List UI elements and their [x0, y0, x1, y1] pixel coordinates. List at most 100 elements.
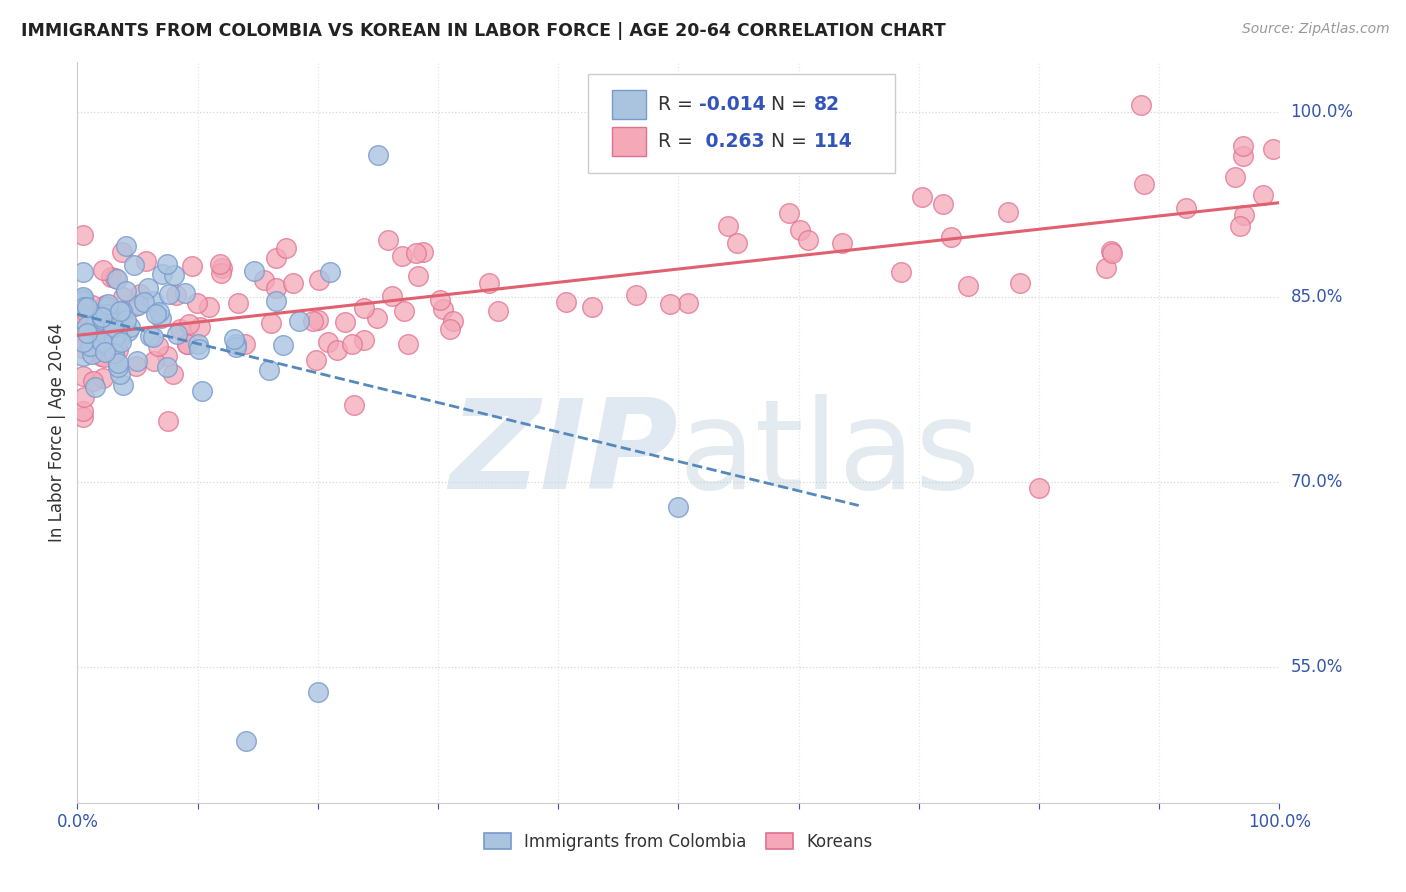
Point [367, 148, 389, 162]
Point [1229, 219, 1251, 233]
Point [676, 295, 699, 310]
Point [789, 223, 811, 237]
Point [148, 339, 170, 353]
Point [93, 263, 115, 277]
Point [177, 318, 200, 332]
Point [281, 277, 304, 291]
Point [76, 318, 98, 333]
Point [72, 290, 94, 304]
Point [668, 500, 690, 514]
Point [717, 219, 740, 234]
Point [125, 359, 148, 374]
Point [105, 326, 128, 341]
Point [110, 367, 132, 381]
Point [1028, 481, 1050, 495]
Point [122, 258, 145, 272]
Point [1099, 244, 1122, 258]
Point [412, 244, 434, 259]
Point [112, 290, 135, 304]
Point [276, 241, 298, 255]
Point [169, 322, 191, 336]
Point [115, 284, 138, 298]
Point [1263, 142, 1285, 156]
Point [796, 233, 818, 247]
Point [94, 307, 117, 321]
Point [156, 359, 179, 374]
Point [91, 311, 114, 326]
Point [89, 324, 111, 338]
Point [104, 313, 127, 327]
Point [176, 337, 198, 351]
Point [392, 304, 415, 318]
Point [155, 349, 177, 363]
Point [72, 349, 94, 363]
Point [316, 334, 339, 349]
Point [174, 286, 197, 301]
Point [235, 734, 257, 748]
Point [997, 205, 1019, 219]
Point [105, 272, 128, 286]
Point [778, 206, 800, 220]
Point [198, 300, 221, 314]
Point [108, 334, 131, 348]
Point [209, 266, 232, 280]
Point [890, 265, 912, 279]
Point [1174, 201, 1197, 215]
Point [318, 265, 340, 279]
Point [76, 326, 98, 341]
Text: 55.0%: 55.0% [1291, 658, 1343, 676]
Point [73, 308, 96, 322]
Point [478, 277, 501, 291]
Point [93, 319, 115, 334]
Point [72, 341, 94, 355]
Point [156, 414, 179, 428]
Point [135, 254, 157, 268]
Point [150, 268, 173, 282]
Point [112, 378, 135, 392]
Point [100, 270, 122, 285]
Point [101, 316, 124, 330]
Point [107, 343, 129, 357]
Point [124, 299, 146, 313]
Point [441, 314, 464, 328]
Text: Source: ZipAtlas.com: Source: ZipAtlas.com [1241, 22, 1389, 37]
Point [72, 328, 94, 343]
Point [1101, 246, 1123, 260]
Point [264, 293, 287, 308]
Point [163, 268, 186, 282]
Point [377, 233, 399, 247]
Point [156, 257, 179, 271]
Point [79, 339, 101, 353]
Point [188, 342, 211, 356]
Point [343, 398, 366, 412]
Point [302, 314, 325, 328]
Point [103, 349, 125, 363]
Point [148, 304, 170, 318]
Point [1233, 208, 1256, 222]
Point [107, 359, 129, 374]
Point [396, 337, 419, 351]
Point [82, 374, 104, 388]
Point [266, 280, 288, 294]
Text: -0.014: -0.014 [699, 95, 765, 114]
Point [72, 265, 94, 279]
Point [211, 260, 233, 275]
Point [93, 370, 115, 384]
Point [225, 340, 247, 354]
Text: ZIP: ZIP [450, 394, 679, 516]
Point [90, 349, 112, 363]
Point [554, 294, 576, 309]
Point [1251, 187, 1274, 202]
Point [129, 286, 152, 301]
Point [83, 318, 105, 332]
Point [97, 304, 120, 318]
Text: 0.263: 0.263 [699, 132, 765, 151]
Text: IMMIGRANTS FROM COLOMBIA VS KOREAN IN LABOR FORCE | AGE 20-64 CORRELATION CHART: IMMIGRANTS FROM COLOMBIA VS KOREAN IN LA… [21, 22, 946, 40]
Point [429, 293, 451, 307]
Point [94, 345, 117, 359]
Point [911, 190, 934, 204]
Point [94, 302, 117, 317]
Point [1130, 98, 1153, 112]
Point [208, 257, 231, 271]
Point [342, 336, 364, 351]
